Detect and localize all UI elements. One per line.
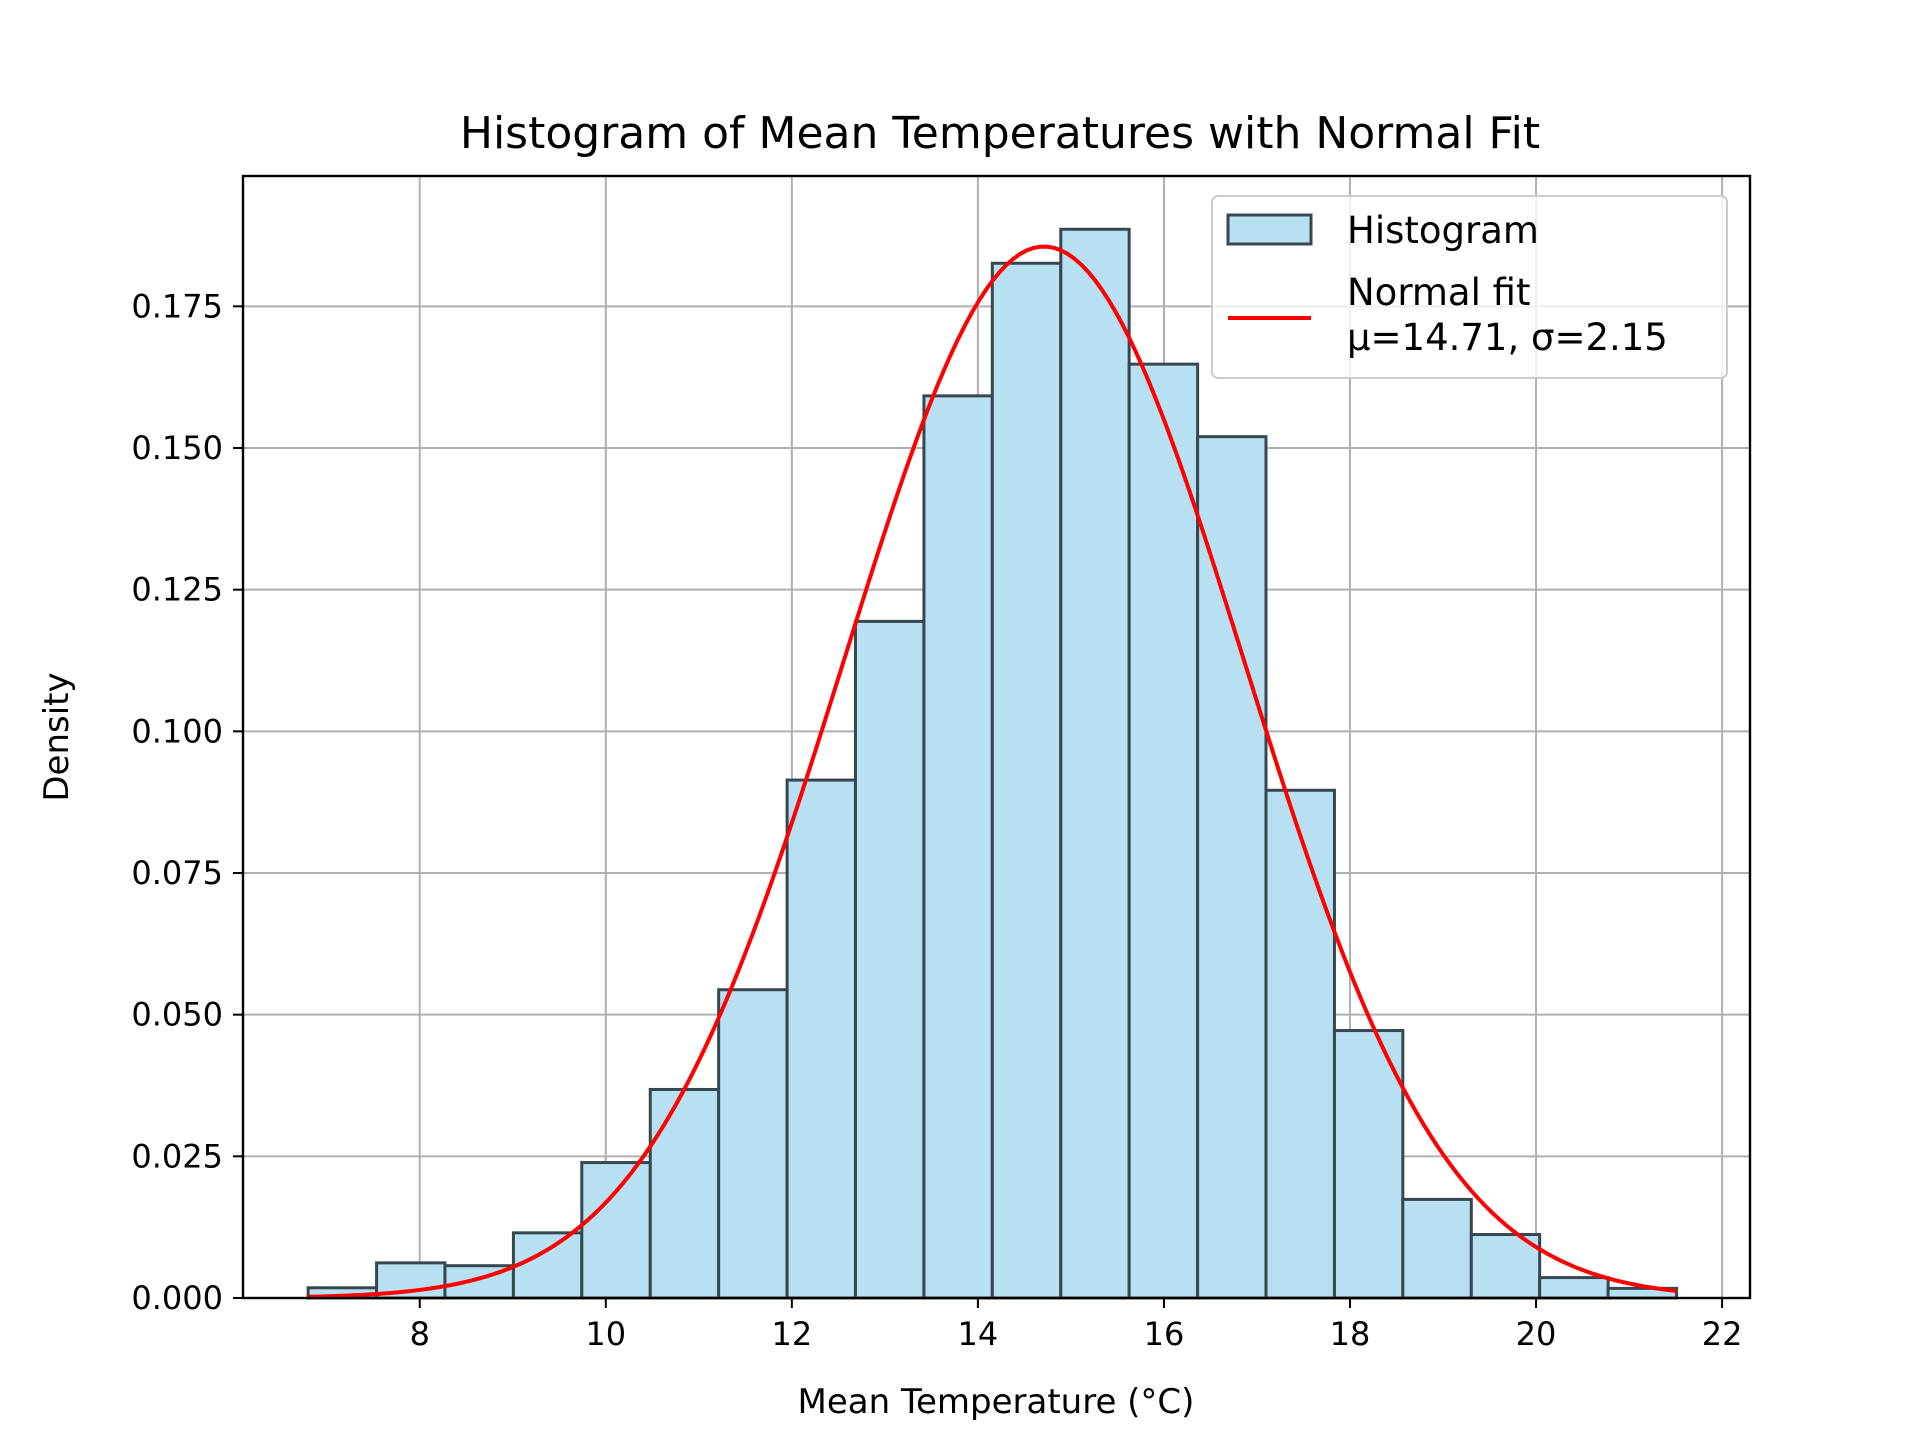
plot-frame <box>241 174 1752 1300</box>
chart-title: Histogram of Mean Temperatures with Norm… <box>460 108 1540 159</box>
x-tick-label: 16 <box>1144 1315 1185 1353</box>
histogram-bar <box>1059 227 1131 1300</box>
y-tick-label: 0.150 <box>131 429 223 467</box>
histogram-bar <box>1469 1233 1542 1300</box>
x-tick-label: 20 <box>1516 1315 1557 1353</box>
x-tick-label: 12 <box>771 1315 812 1353</box>
normal-fit-curve <box>308 244 1677 1299</box>
histogram-bar <box>1538 1276 1610 1300</box>
y-tick-label: 0.025 <box>131 1137 223 1175</box>
x-tick-label: 22 <box>1702 1315 1743 1353</box>
legend-histogram-label: Histogram <box>1347 209 1539 252</box>
legend-histogram-swatch <box>1226 213 1313 246</box>
legend-box <box>1211 195 1728 379</box>
histogram-bar <box>1196 435 1268 1300</box>
y-tick-label: 0.000 <box>131 1279 223 1317</box>
normal-fit-line <box>308 244 1677 1299</box>
histogram-bar <box>1332 1029 1405 1300</box>
histogram-bar <box>785 778 857 1300</box>
x-tick-label: 18 <box>1330 1315 1371 1353</box>
x-tick-label: 10 <box>585 1315 626 1353</box>
legend-normal-fit-label: Normal fit <box>1347 271 1530 314</box>
histogram-bar <box>717 988 789 1300</box>
y-tick-label: 0.050 <box>131 996 223 1034</box>
histogram-bar <box>853 619 926 1300</box>
histogram-bar <box>580 1161 652 1300</box>
histogram-bar <box>922 394 994 1300</box>
x-tick-label: 14 <box>958 1315 999 1353</box>
y-tick-label: 0.125 <box>131 571 223 609</box>
histogram-bars <box>306 227 1679 1300</box>
y-axis-ticks: 0.000 0.025 0.050 0.075 0.100 0.125 0.150 0.175 <box>131 287 243 1317</box>
y-tick-label: 0.175 <box>131 287 223 325</box>
histogram-bar <box>511 1231 584 1300</box>
y-tick-label: 0.075 <box>131 854 223 892</box>
histogram-bar <box>1401 1197 1473 1300</box>
x-axis-label: Mean Temperature (°C) <box>798 1382 1195 1422</box>
y-axis-label: Density <box>37 672 77 801</box>
y-tick-label: 0.100 <box>131 712 223 750</box>
x-tick-label: 8 <box>410 1315 430 1353</box>
histogram-bar <box>1127 362 1200 1300</box>
histogram-bar <box>648 1087 721 1300</box>
x-axis-ticks: 8 10 12 14 16 18 20 22 <box>410 1298 1743 1353</box>
histogram-bar <box>990 261 1063 1300</box>
legend-normal-fit-params: μ=14.71, σ=2.15 <box>1347 316 1668 359</box>
legend: Histogram Normal fit μ=14.71, σ=2.15 <box>1211 195 1728 379</box>
histogram-bar <box>1264 788 1336 1300</box>
